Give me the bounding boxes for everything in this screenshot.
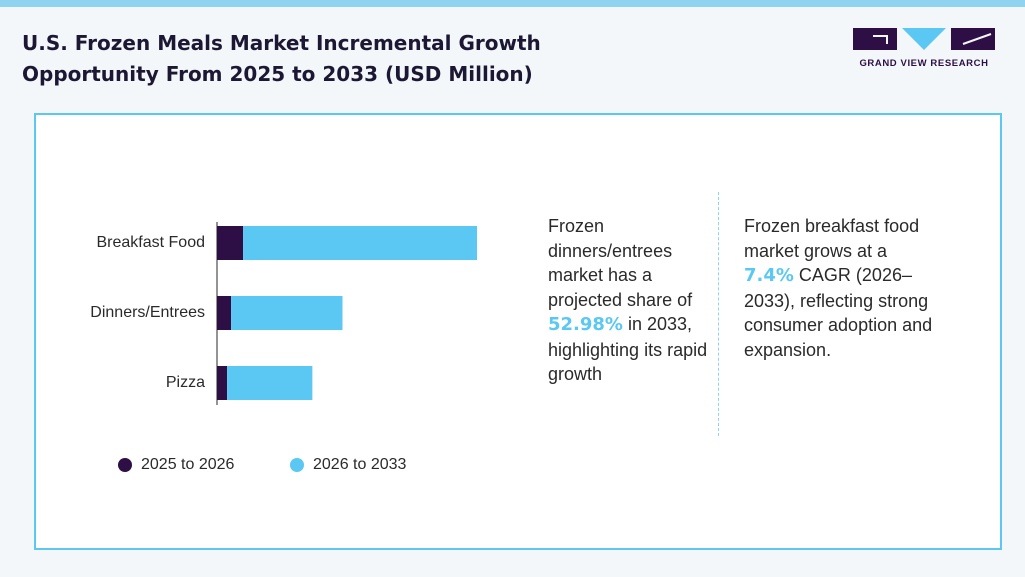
bar-segment — [217, 366, 228, 400]
brand: GRAND VIEW RESEARCH — [859, 58, 989, 69]
y-tick-label: Breakfast Food — [97, 234, 206, 251]
legend-label: 2026 to 2033 — [313, 456, 407, 473]
panel — [34, 113, 1002, 550]
legend-label: 2025 to 2026 — [141, 456, 235, 473]
callout-text: CAGR (2026–2033), reflecting strong cons… — [744, 265, 933, 360]
bar-segment — [231, 296, 343, 330]
callout: Frozen breakfast food market grows at a … — [744, 214, 934, 362]
title: U.S. Frozen Meals Market Incremental Gro… — [22, 31, 541, 86]
callout-text: Frozen breakfast food market grows at a — [744, 216, 920, 261]
legend-marker — [118, 458, 132, 472]
callout-text: in 2033, highlighting its rapid growth — [548, 314, 708, 384]
bar-segment — [217, 296, 232, 330]
callout-highlight: 7.4% — [744, 265, 794, 286]
bar-segment — [227, 366, 313, 400]
divider — [718, 192, 719, 436]
bar-segment — [243, 226, 477, 260]
y-tick-label: Dinners/Entrees — [90, 304, 205, 321]
bar-segment — [217, 226, 244, 260]
logo — [853, 28, 995, 50]
top-bar — [0, 0, 1025, 7]
callout-highlight: 52.98% — [548, 314, 623, 335]
callout: Frozen dinners/entrees market has a proj… — [548, 214, 708, 387]
callout-text: Frozen dinners/entrees market has a proj… — [548, 216, 693, 310]
legend-marker — [290, 458, 304, 472]
y-tick-label: Pizza — [166, 374, 205, 391]
